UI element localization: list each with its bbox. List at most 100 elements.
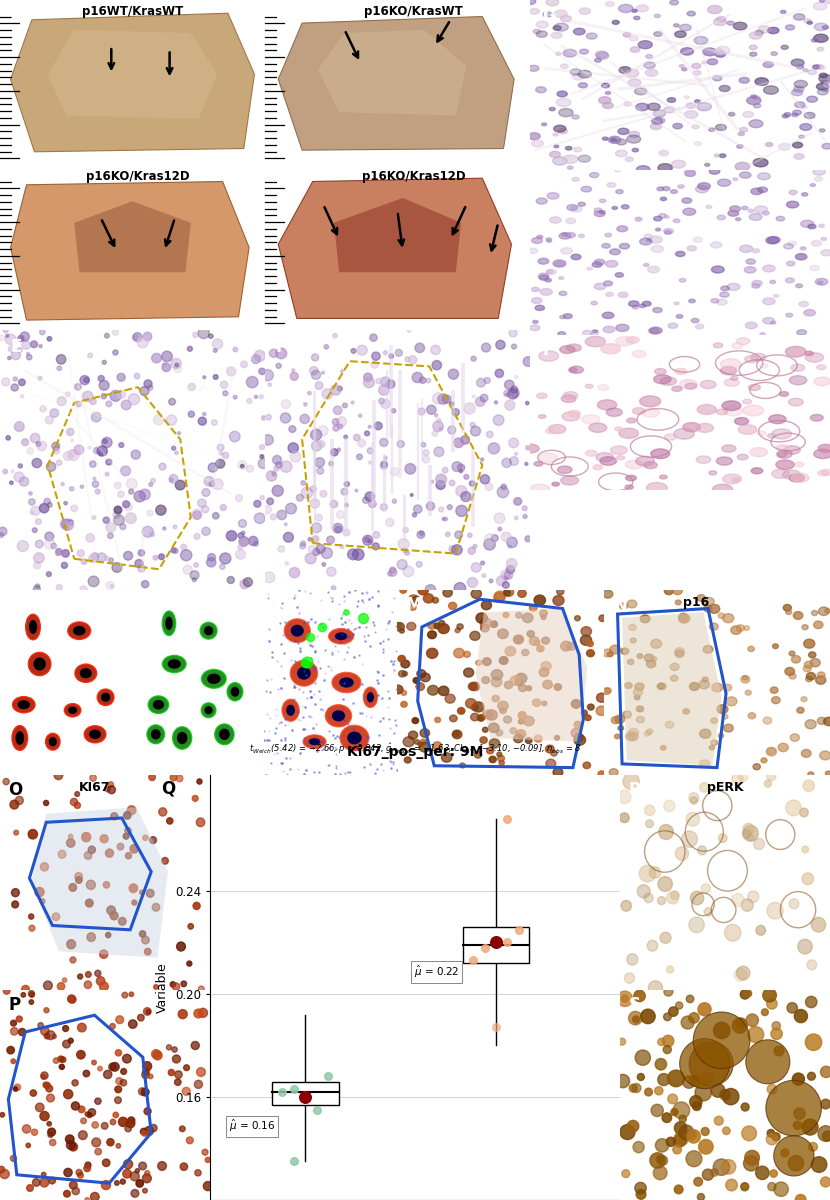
Circle shape xyxy=(154,415,164,425)
Circle shape xyxy=(312,535,320,542)
Circle shape xyxy=(248,536,258,546)
Circle shape xyxy=(444,517,447,521)
Circle shape xyxy=(812,38,818,42)
Circle shape xyxy=(686,812,700,826)
Circle shape xyxy=(260,455,264,458)
Circle shape xyxy=(243,577,252,587)
Circle shape xyxy=(534,640,540,646)
Circle shape xyxy=(814,176,823,181)
Circle shape xyxy=(622,1170,630,1177)
Circle shape xyxy=(32,528,37,533)
Circle shape xyxy=(135,559,143,568)
Circle shape xyxy=(398,539,409,550)
Circle shape xyxy=(765,143,773,146)
Circle shape xyxy=(357,454,363,460)
Circle shape xyxy=(283,533,294,542)
Circle shape xyxy=(364,538,369,542)
Circle shape xyxy=(651,246,664,252)
Circle shape xyxy=(491,670,503,680)
Circle shape xyxy=(627,600,637,608)
Circle shape xyxy=(666,966,674,973)
Circle shape xyxy=(452,730,461,739)
Circle shape xyxy=(807,96,818,102)
Circle shape xyxy=(598,384,608,390)
Circle shape xyxy=(694,1177,702,1186)
Circle shape xyxy=(704,907,712,916)
Circle shape xyxy=(674,302,679,305)
Circle shape xyxy=(789,376,807,385)
Circle shape xyxy=(57,983,65,990)
Circle shape xyxy=(510,386,518,392)
Circle shape xyxy=(427,631,437,638)
Circle shape xyxy=(629,36,637,41)
Circle shape xyxy=(630,638,637,643)
Circle shape xyxy=(473,545,476,548)
Circle shape xyxy=(335,527,341,532)
Circle shape xyxy=(45,416,53,424)
Circle shape xyxy=(740,127,748,132)
Circle shape xyxy=(14,1084,21,1091)
Circle shape xyxy=(760,332,765,336)
Circle shape xyxy=(97,446,107,456)
Circle shape xyxy=(724,724,733,732)
Circle shape xyxy=(470,631,480,641)
Circle shape xyxy=(482,574,486,577)
Circle shape xyxy=(525,462,528,466)
Circle shape xyxy=(28,499,35,505)
Circle shape xyxy=(54,449,60,454)
Circle shape xyxy=(42,1074,46,1079)
Circle shape xyxy=(823,25,828,29)
Circle shape xyxy=(819,73,828,78)
Circle shape xyxy=(644,62,655,68)
Circle shape xyxy=(514,734,523,743)
Circle shape xyxy=(207,558,216,566)
Circle shape xyxy=(658,163,672,172)
Circle shape xyxy=(492,695,500,702)
Circle shape xyxy=(748,209,754,212)
Circle shape xyxy=(716,409,727,415)
Circle shape xyxy=(779,391,788,396)
Circle shape xyxy=(614,734,620,739)
Circle shape xyxy=(260,444,265,450)
Circle shape xyxy=(233,347,237,352)
Circle shape xyxy=(678,185,684,188)
Circle shape xyxy=(646,70,657,77)
Circle shape xyxy=(407,623,416,630)
Circle shape xyxy=(5,334,16,344)
Circle shape xyxy=(37,442,46,451)
Circle shape xyxy=(823,718,830,726)
Circle shape xyxy=(129,1020,137,1028)
Circle shape xyxy=(409,605,416,611)
Circle shape xyxy=(454,648,464,658)
Circle shape xyxy=(732,478,740,482)
Circle shape xyxy=(635,217,642,221)
Circle shape xyxy=(818,74,830,83)
Circle shape xyxy=(753,158,768,167)
Circle shape xyxy=(92,1122,99,1128)
Circle shape xyxy=(755,78,769,85)
Circle shape xyxy=(313,548,320,556)
Circle shape xyxy=(482,710,492,719)
Circle shape xyxy=(547,192,559,199)
Circle shape xyxy=(61,1057,66,1062)
Circle shape xyxy=(635,683,644,690)
Circle shape xyxy=(187,1136,193,1144)
Circle shape xyxy=(648,980,662,995)
Circle shape xyxy=(493,415,504,426)
Circle shape xyxy=(68,834,73,839)
Circle shape xyxy=(92,1138,100,1147)
Circle shape xyxy=(203,1182,212,1190)
Circle shape xyxy=(730,625,741,635)
Circle shape xyxy=(644,462,657,469)
Circle shape xyxy=(120,1180,125,1184)
Circle shape xyxy=(205,1157,211,1163)
Circle shape xyxy=(737,145,743,149)
Circle shape xyxy=(95,490,100,494)
Circle shape xyxy=(751,468,763,474)
Circle shape xyxy=(499,761,505,766)
Circle shape xyxy=(786,610,792,614)
Circle shape xyxy=(759,25,771,32)
Circle shape xyxy=(7,1046,14,1054)
Circle shape xyxy=(56,355,66,364)
Circle shape xyxy=(166,415,177,425)
